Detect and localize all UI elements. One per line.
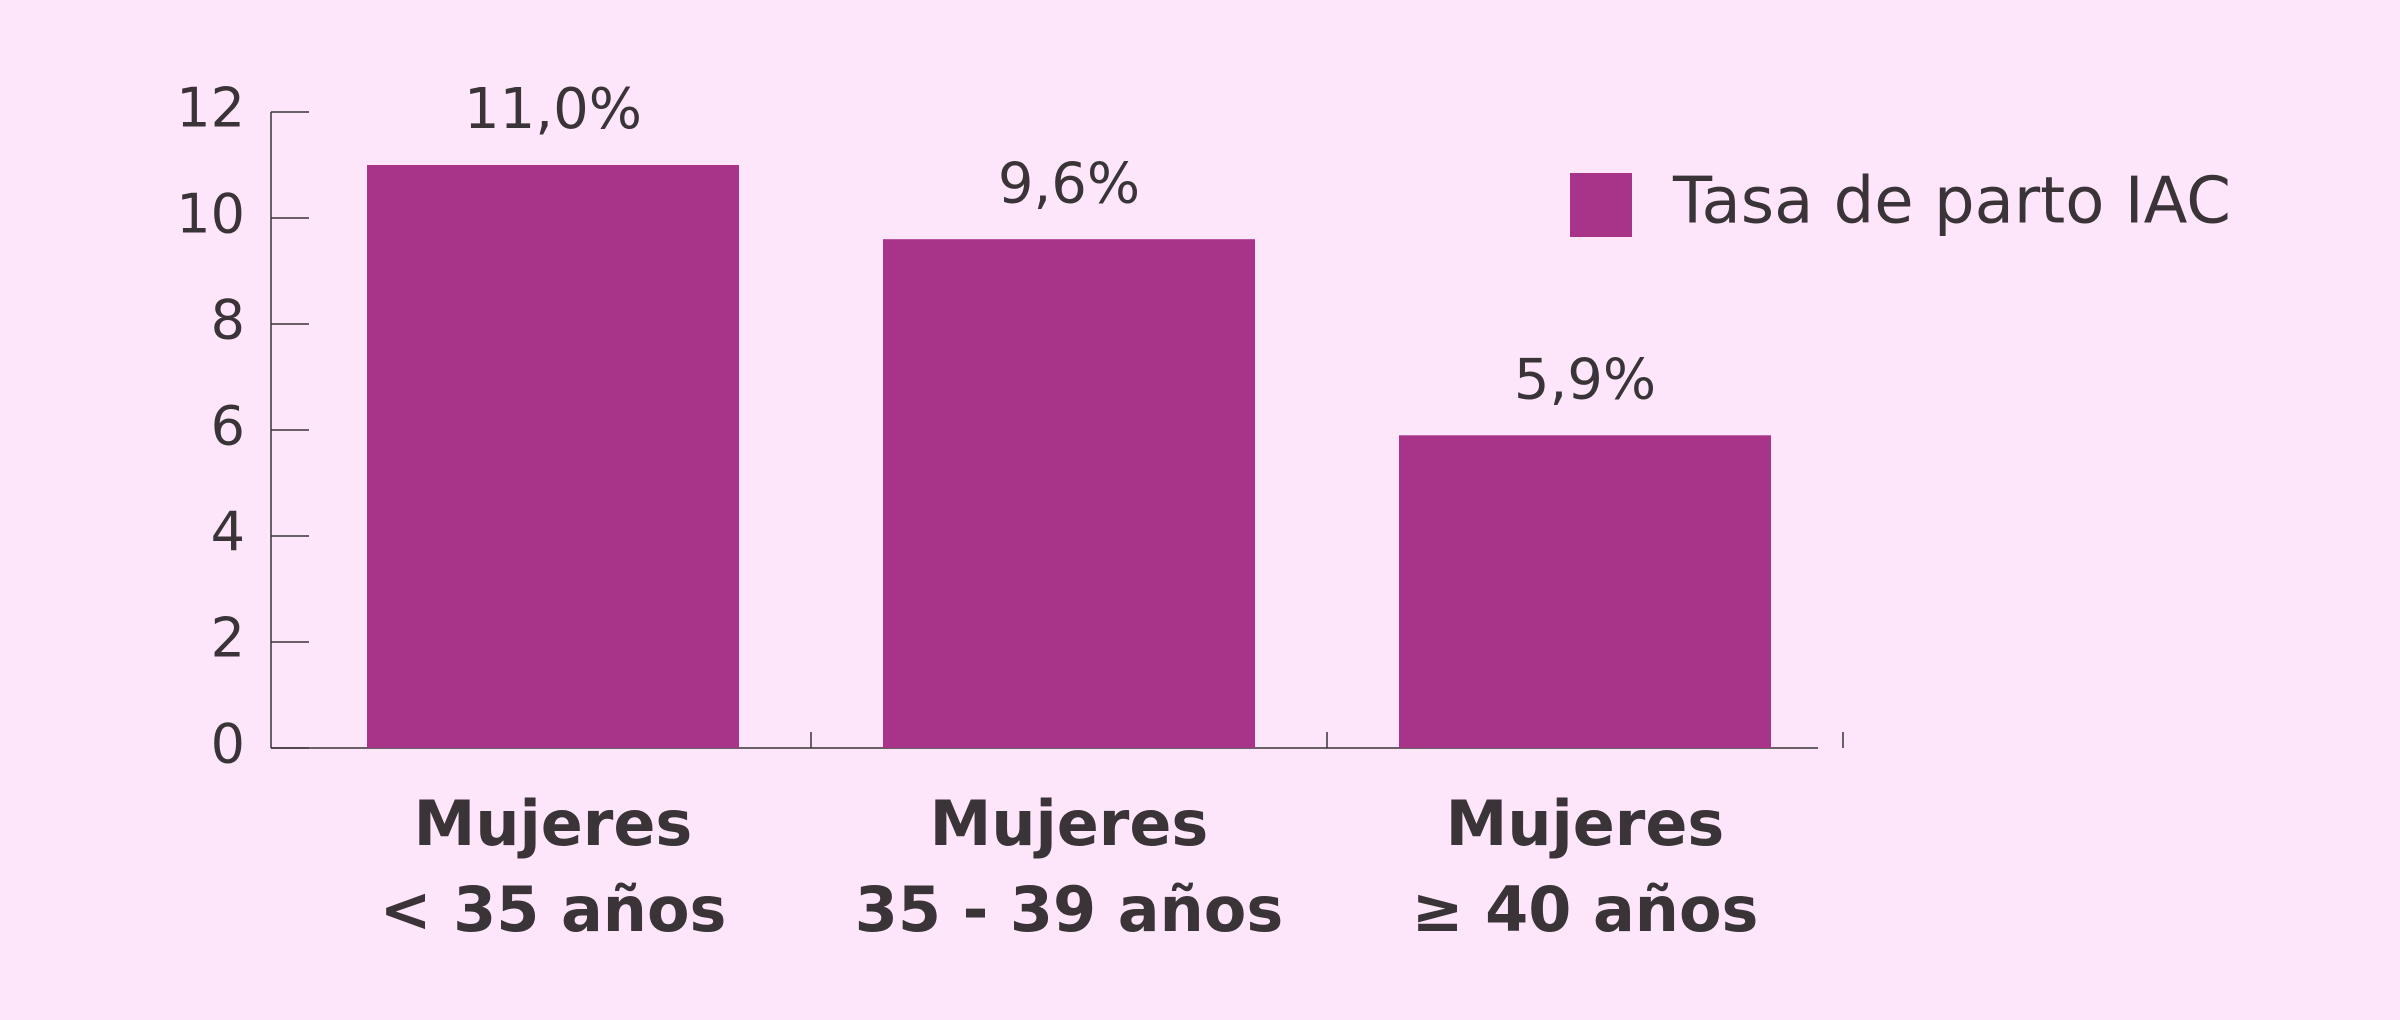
y-tick-label: 10	[176, 183, 245, 246]
y-tick-label: 6	[211, 395, 245, 458]
legend-swatch	[1570, 173, 1632, 237]
y-tick-label: 4	[211, 501, 245, 564]
x-tick-label: Mujeres	[1446, 787, 1725, 860]
value-label: 5,9%	[1514, 347, 1656, 412]
x-tick-label: < 35 años	[380, 873, 727, 946]
bar	[1399, 435, 1771, 748]
y-tick-label: 0	[211, 713, 245, 776]
x-tick-label: Mujeres	[414, 787, 693, 860]
value-label: 9,6%	[998, 151, 1140, 216]
y-tick-label: 8	[211, 289, 245, 352]
y-tick-label: 2	[211, 607, 245, 670]
bar	[883, 239, 1255, 748]
x-tick-label: 35 - 39 años	[855, 873, 1284, 946]
bar	[367, 165, 739, 748]
x-tick-label: Mujeres	[930, 787, 1209, 860]
legend-label: Tasa de parto IAC	[1672, 165, 2231, 239]
y-tick-label: 12	[176, 77, 245, 140]
x-tick-label: ≥ 40 años	[1412, 873, 1759, 946]
value-label: 11,0%	[464, 77, 642, 142]
